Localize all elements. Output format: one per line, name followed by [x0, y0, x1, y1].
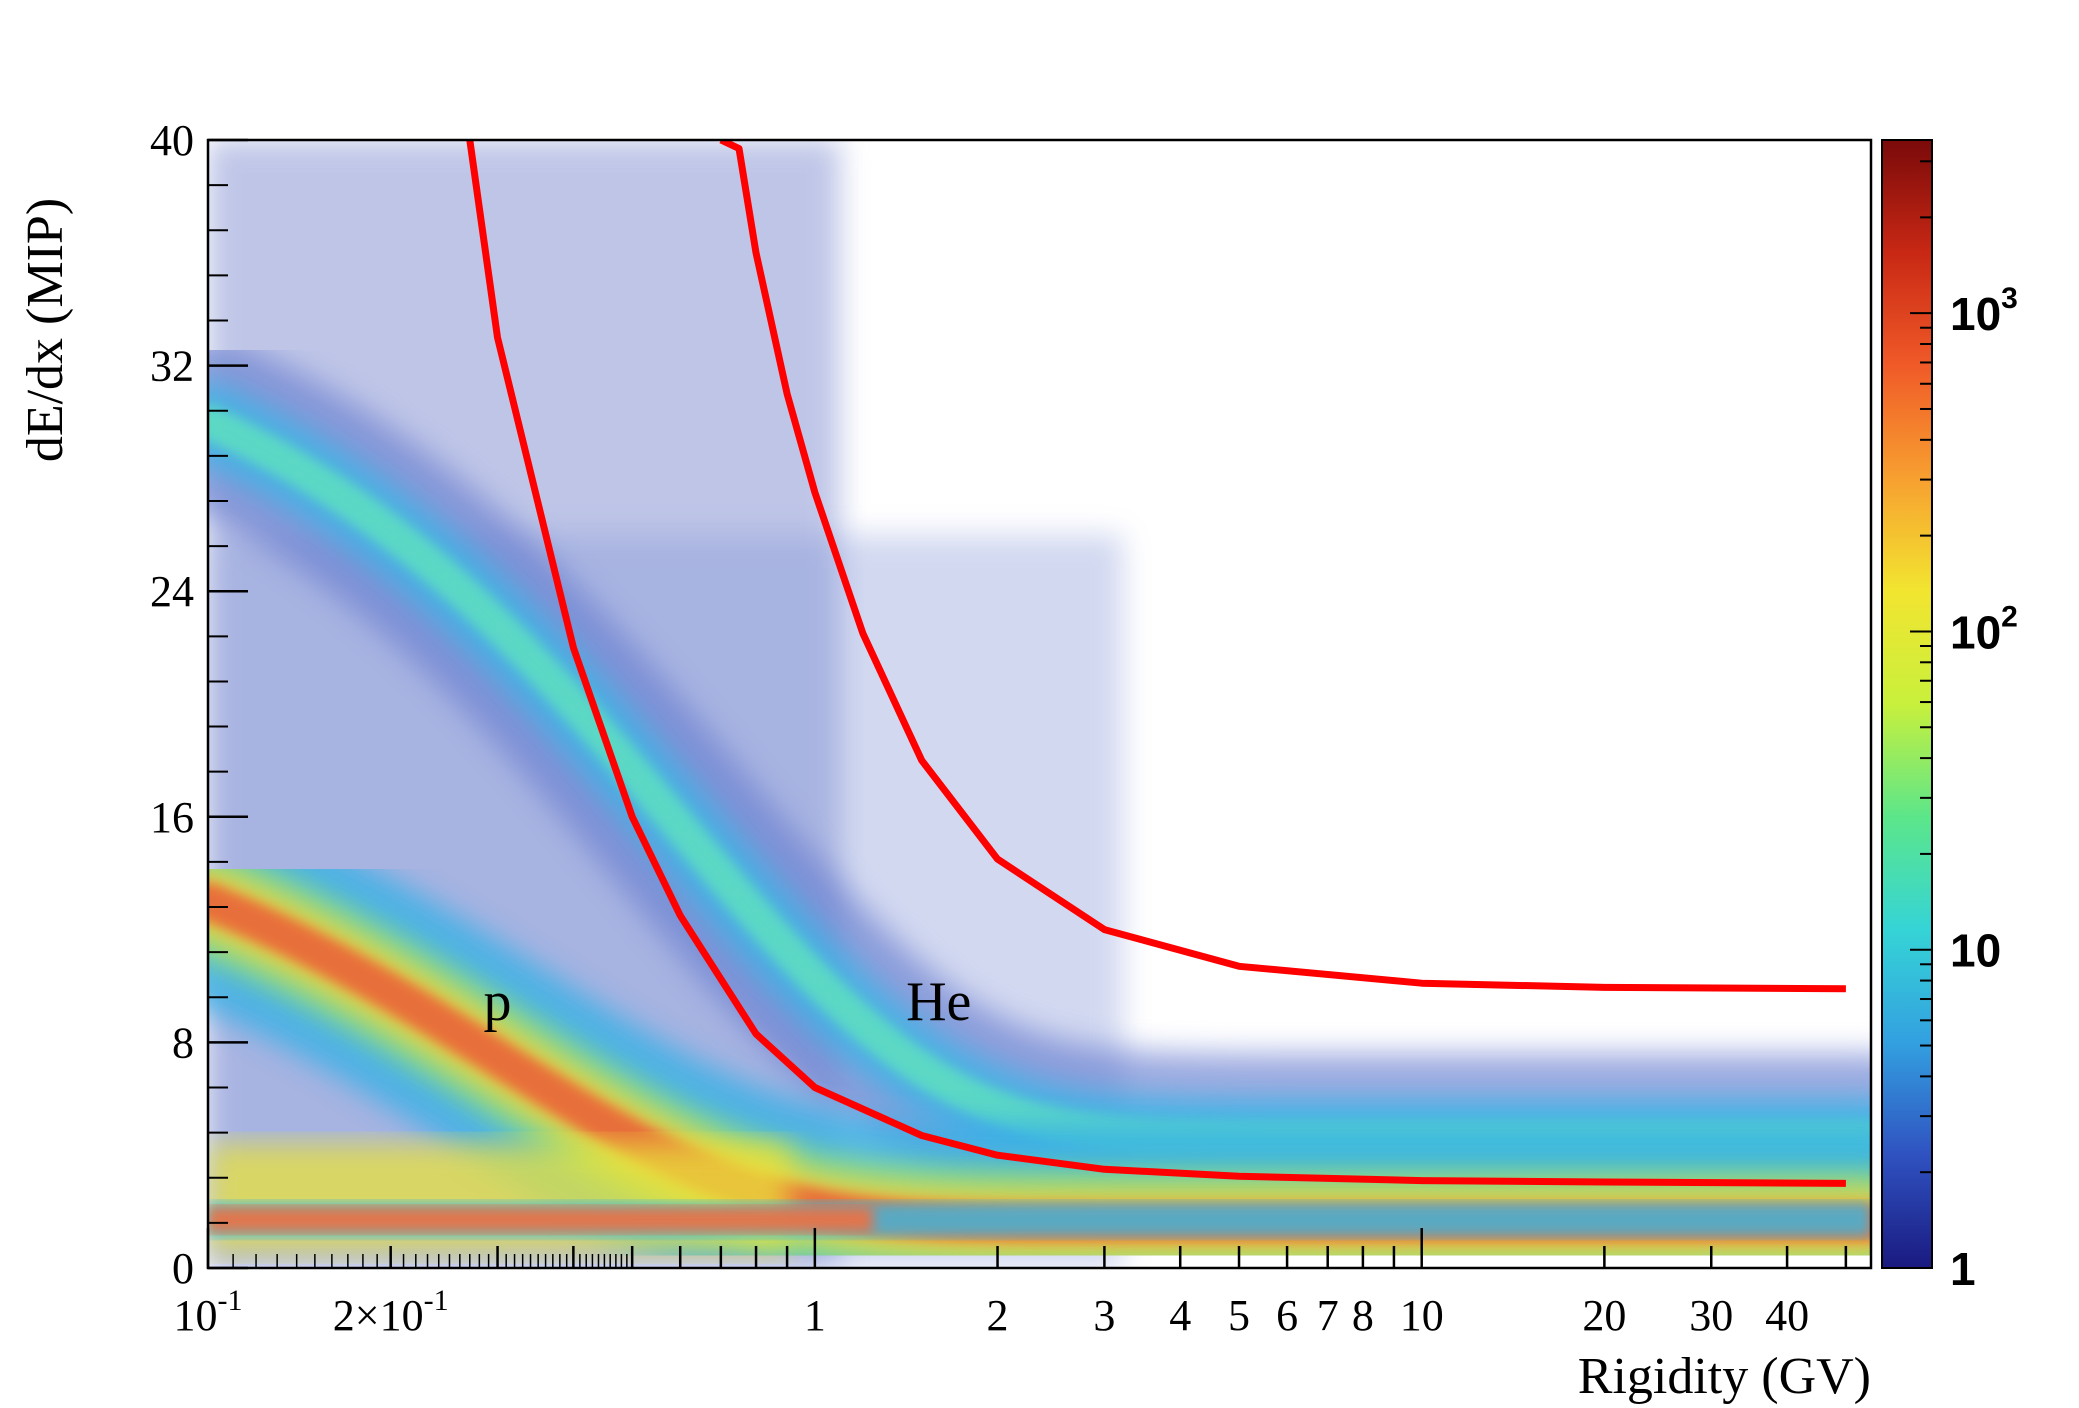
colorbar-ticks: 1 10 102 103 — [1910, 160, 2018, 1295]
x-tick-label: 3 — [1093, 1291, 1115, 1340]
x-axis-title: Rigidity (GV) — [1578, 1348, 1871, 1405]
colorbar-tick-label: 1 — [1950, 1243, 1976, 1295]
y-tick-label: 24 — [150, 567, 194, 616]
cut-lines — [466, 140, 1846, 1187]
colorbar-tick-label: 10 — [1950, 925, 2001, 977]
colorbar-gradient — [1881, 139, 1933, 1269]
colorbar-tick-label: 102 — [1950, 600, 2018, 658]
y-axis: 0 8 16 24 32 40 — [150, 116, 248, 1293]
x-tick-label: 7 — [1317, 1291, 1339, 1340]
x-axis: 10-1 2×10-1 1 2 3 4 5 6 7 8 10 20 30 40 — [174, 1228, 1848, 1340]
y-tick-label: 0 — [172, 1244, 194, 1293]
x-tick-label: 10-1 — [174, 1284, 243, 1340]
x-tick-label: 10 — [1400, 1291, 1444, 1340]
colorbar: 1 10 102 103 — [1881, 139, 2018, 1295]
annotations: p He — [484, 971, 972, 1033]
plot-frame — [206, 138, 1873, 1270]
y-tick-label: 8 — [172, 1018, 194, 1067]
x-tick-label: 2 — [987, 1291, 1009, 1340]
x-tick-label: 6 — [1276, 1291, 1298, 1340]
y-tick-label: 32 — [150, 342, 194, 391]
y-tick-label: 40 — [150, 116, 194, 165]
x-tick-label: 20 — [1582, 1291, 1626, 1340]
cut-line — [719, 140, 1846, 993]
cut-line — [466, 140, 1846, 1187]
x-tick-label: 30 — [1689, 1291, 1733, 1340]
y-axis-title: dE/dx (MIP) — [17, 198, 74, 462]
x-tick-label: 5 — [1228, 1291, 1250, 1340]
x-tick-label: 2×10-1 — [333, 1284, 449, 1340]
band-label: He — [906, 971, 971, 1033]
colorbar-tick-label: 103 — [1950, 282, 2018, 340]
band-label: p — [484, 971, 512, 1033]
x-tick-label: 1 — [804, 1291, 826, 1340]
floor-band — [208, 1206, 874, 1233]
x-tick-label: 4 — [1169, 1291, 1191, 1340]
x-tick-label: 8 — [1352, 1291, 1374, 1340]
y-tick-label: 16 — [150, 793, 194, 842]
x-tick-label: 40 — [1765, 1291, 1809, 1340]
heatmap-density — [208, 140, 1871, 1268]
